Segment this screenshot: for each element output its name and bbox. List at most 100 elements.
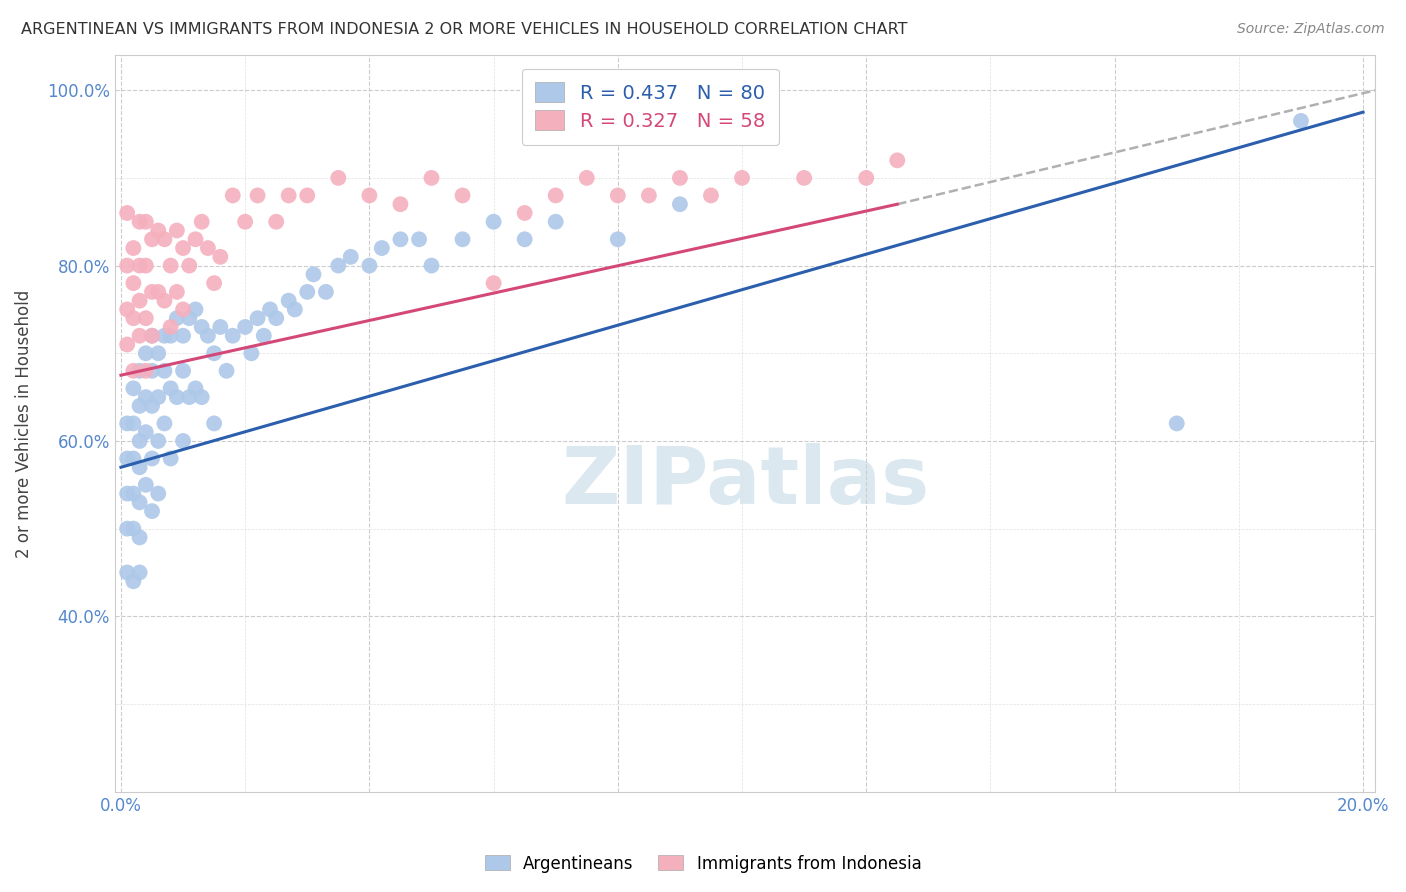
Point — [253, 328, 276, 343]
Point — [575, 170, 598, 185]
Point — [115, 566, 138, 580]
Point — [297, 285, 319, 299]
Point — [166, 223, 188, 237]
Point — [637, 188, 659, 202]
Point — [202, 417, 225, 431]
Point — [135, 390, 157, 404]
Point — [190, 320, 212, 334]
Point — [190, 215, 212, 229]
Point — [141, 285, 163, 299]
Point — [135, 364, 157, 378]
Point — [115, 337, 138, 351]
Point — [315, 285, 337, 299]
Point — [264, 215, 287, 229]
Point — [544, 188, 567, 202]
Point — [259, 302, 281, 317]
Text: ZIPatlas: ZIPatlas — [561, 443, 929, 521]
Text: Source: ZipAtlas.com: Source: ZipAtlas.com — [1237, 22, 1385, 37]
Point — [731, 170, 754, 185]
Point — [115, 259, 138, 273]
Point — [148, 346, 170, 360]
Point — [451, 188, 474, 202]
Point — [700, 188, 723, 202]
Point — [184, 381, 207, 395]
Point — [233, 215, 256, 229]
Point — [371, 241, 394, 255]
Point — [159, 451, 181, 466]
Point — [122, 311, 145, 326]
Point — [128, 259, 150, 273]
Point — [302, 268, 325, 282]
Point — [115, 486, 138, 500]
Point — [122, 522, 145, 536]
Point — [141, 328, 163, 343]
Point — [153, 293, 176, 308]
Text: ARGENTINEAN VS IMMIGRANTS FROM INDONESIA 2 OR MORE VEHICLES IN HOUSEHOLD CORRELA: ARGENTINEAN VS IMMIGRANTS FROM INDONESIA… — [21, 22, 908, 37]
Point — [141, 399, 163, 413]
Point — [197, 241, 219, 255]
Point — [222, 188, 245, 202]
Point — [190, 390, 212, 404]
Legend: R = 0.437   N = 80, R = 0.327   N = 58: R = 0.437 N = 80, R = 0.327 N = 58 — [522, 69, 779, 145]
Point — [172, 302, 194, 317]
Point — [122, 486, 145, 500]
Point — [128, 364, 150, 378]
Point — [389, 232, 412, 246]
Point — [122, 574, 145, 589]
Point — [544, 215, 567, 229]
Point — [172, 328, 194, 343]
Point — [159, 259, 181, 273]
Point — [148, 285, 170, 299]
Point — [153, 417, 176, 431]
Point — [148, 434, 170, 448]
Point — [513, 232, 536, 246]
Point — [122, 364, 145, 378]
Point — [141, 328, 163, 343]
Point — [339, 250, 361, 264]
Point — [669, 170, 692, 185]
Point — [793, 170, 815, 185]
Point — [215, 364, 238, 378]
Point — [482, 276, 505, 290]
Point — [148, 390, 170, 404]
Point — [172, 241, 194, 255]
Point — [202, 276, 225, 290]
Point — [153, 232, 176, 246]
Point — [359, 188, 381, 202]
Point — [513, 206, 536, 220]
Point — [128, 434, 150, 448]
Point — [135, 425, 157, 440]
Point — [135, 477, 157, 491]
Point — [166, 390, 188, 404]
Point — [420, 170, 443, 185]
Point — [115, 451, 138, 466]
Point — [128, 328, 150, 343]
Point — [606, 232, 628, 246]
Point — [135, 346, 157, 360]
Point — [122, 241, 145, 255]
Point — [184, 232, 207, 246]
Point — [855, 170, 877, 185]
Point — [159, 320, 181, 334]
Point — [1166, 417, 1188, 431]
Point — [264, 311, 287, 326]
Point — [128, 460, 150, 475]
Point — [148, 223, 170, 237]
Point — [184, 302, 207, 317]
Point — [135, 311, 157, 326]
Point — [172, 364, 194, 378]
Point — [153, 328, 176, 343]
Point — [141, 504, 163, 518]
Point — [209, 320, 232, 334]
Point — [886, 153, 908, 168]
Point — [246, 188, 269, 202]
Point — [209, 250, 232, 264]
Point — [328, 259, 350, 273]
Legend: Argentineans, Immigrants from Indonesia: Argentineans, Immigrants from Indonesia — [478, 848, 928, 880]
Point — [128, 530, 150, 544]
Point — [153, 364, 176, 378]
Point — [122, 451, 145, 466]
Point — [328, 170, 350, 185]
Point — [135, 259, 157, 273]
Point — [141, 232, 163, 246]
